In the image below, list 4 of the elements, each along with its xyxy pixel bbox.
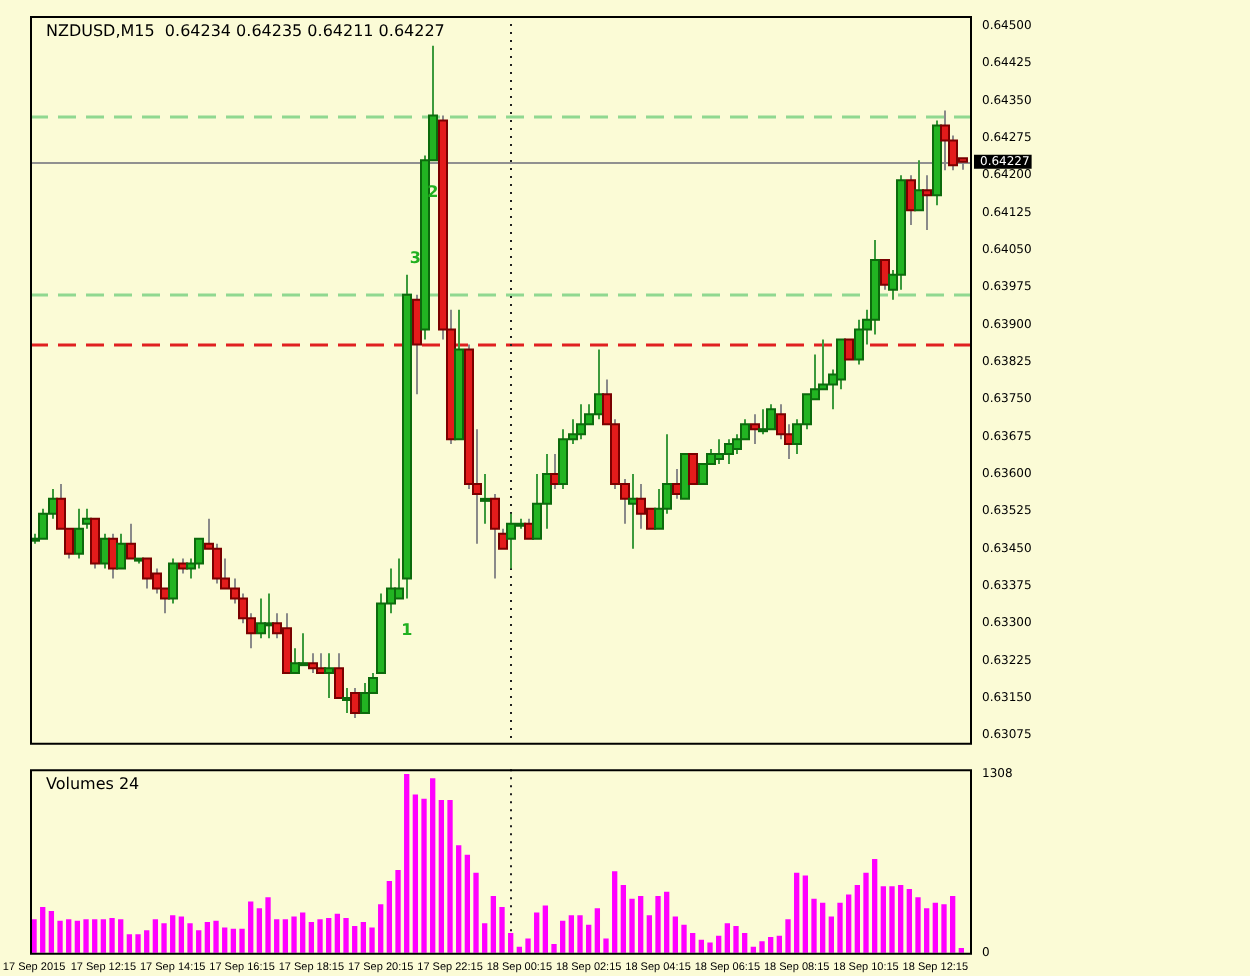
annotation: 1 <box>401 620 414 639</box>
chart-title: NZDUSD,M15 0.64234 0.64235 0.64211 0.64227 <box>46 22 445 41</box>
annotation: 3 <box>409 248 421 267</box>
chart-title: Volumes 24 <box>46 775 140 794</box>
